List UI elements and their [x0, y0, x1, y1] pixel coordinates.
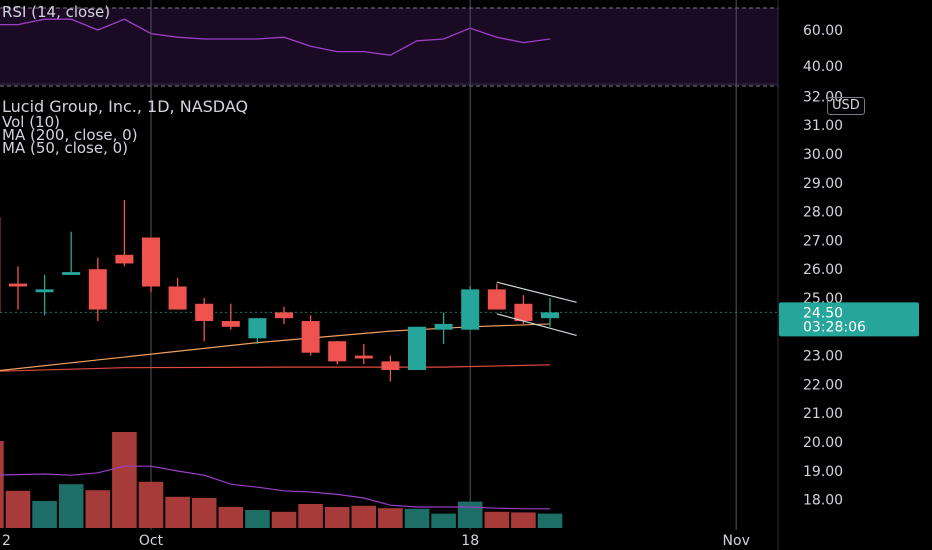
trend-channel[interactable] [496, 281, 577, 337]
price-tick-label: 19.00 [803, 464, 843, 480]
candle-body [221, 321, 240, 327]
indicator-lines [0, 323, 551, 372]
volume-bar [484, 511, 510, 528]
candle-body [168, 286, 187, 310]
rsi-background-band [0, 8, 778, 86]
volume-bars [0, 432, 563, 528]
volume-bar [298, 504, 323, 528]
price-tick-label: 27.00 [803, 233, 843, 249]
date-label: 2 [2, 533, 11, 549]
volume-bar [218, 507, 244, 528]
ma200-line [0, 364, 551, 372]
price-tick-label: 32.00 [803, 89, 843, 105]
rsi-pane [0, 18, 551, 56]
price-tick-label: 23.00 [803, 349, 843, 365]
price-tick-label: 26.00 [803, 262, 843, 278]
volume-bar [404, 508, 430, 528]
grid-lines [0, 0, 779, 550]
candle-body [248, 318, 267, 339]
volume-bar [537, 513, 563, 528]
candle-body [408, 326, 426, 370]
channel-line [496, 313, 577, 337]
study-vol-label[interactable]: Vol (10) [2, 113, 61, 131]
price-tick-label: 22.00 [803, 377, 843, 393]
volume-bar [32, 501, 57, 528]
volume-bar [85, 490, 111, 528]
candle-body [35, 289, 54, 293]
volume-bar [457, 501, 483, 528]
volume-bar [324, 507, 350, 528]
last-price-value: 24.50 [803, 305, 843, 321]
rsi-tick-label: 40.00 [803, 59, 843, 75]
candle-body [275, 312, 293, 319]
candle-body [541, 312, 559, 319]
candle-body [142, 237, 160, 287]
rsi-tick-label: 60.00 [803, 23, 843, 39]
volume-bar [191, 498, 217, 528]
countdown-value: 03:28:06 [803, 319, 866, 335]
ma50-line [0, 323, 551, 372]
candle-body [9, 283, 27, 287]
candle-body [434, 323, 453, 330]
volume-bar [5, 490, 31, 528]
price-tick-label: 18.00 [803, 493, 843, 509]
volume-bar [165, 496, 190, 528]
candle-body [514, 303, 533, 322]
candle-body [301, 321, 320, 353]
time-axis[interactable]: 2 Oct 18 Nov [2, 533, 750, 549]
badge-box [779, 302, 919, 337]
volume-bar [245, 510, 270, 528]
date-label: Oct [139, 533, 164, 549]
volume-bar [0, 441, 4, 528]
candle-body [354, 355, 373, 359]
candle-body [381, 361, 400, 370]
candle-body [328, 341, 347, 362]
price-axis[interactable]: 60.00 40.00 32.00 31.00 30.00 29.00 28.00 27.00… [803, 23, 843, 509]
price-tick-label: 29.00 [803, 176, 843, 192]
price-tick-label: 28.00 [803, 205, 843, 221]
volume-bar [431, 513, 456, 528]
study-ma50-label[interactable]: MA (50, close, 0) [2, 139, 129, 157]
volume-bar [58, 484, 84, 528]
volume-bar [351, 505, 377, 528]
candle-body [461, 289, 480, 330]
price-tick-label: 21.00 [803, 406, 843, 422]
volume-ma-line [0, 465, 550, 510]
price-tick-label: 31.00 [803, 118, 843, 134]
candle-body [487, 289, 506, 310]
candle-body [195, 303, 214, 322]
symbol-title[interactable]: Lucid Group, Inc., 1D, NASDAQ [2, 97, 249, 116]
candle-body [115, 254, 134, 264]
candle-body [88, 269, 107, 310]
volume-bar [511, 512, 536, 528]
candle-body [62, 272, 81, 275]
date-label: Nov [723, 533, 750, 549]
price-tick-label: 20.00 [803, 435, 843, 451]
study-ma200-label[interactable]: MA (200, close, 0) [2, 126, 138, 144]
candles [0, 200, 559, 382]
rsi-label[interactable]: RSI (14, close) [2, 3, 111, 21]
date-label: 18 [461, 533, 479, 549]
volume-bar [271, 511, 297, 528]
channel-line [496, 281, 577, 303]
rsi-line [0, 18, 551, 56]
currency-button[interactable]: USD [827, 97, 865, 115]
volume-bar [138, 481, 164, 528]
volume-bar [112, 432, 137, 528]
volume-bar [378, 508, 403, 528]
price-tick-label: 30.00 [803, 147, 843, 163]
